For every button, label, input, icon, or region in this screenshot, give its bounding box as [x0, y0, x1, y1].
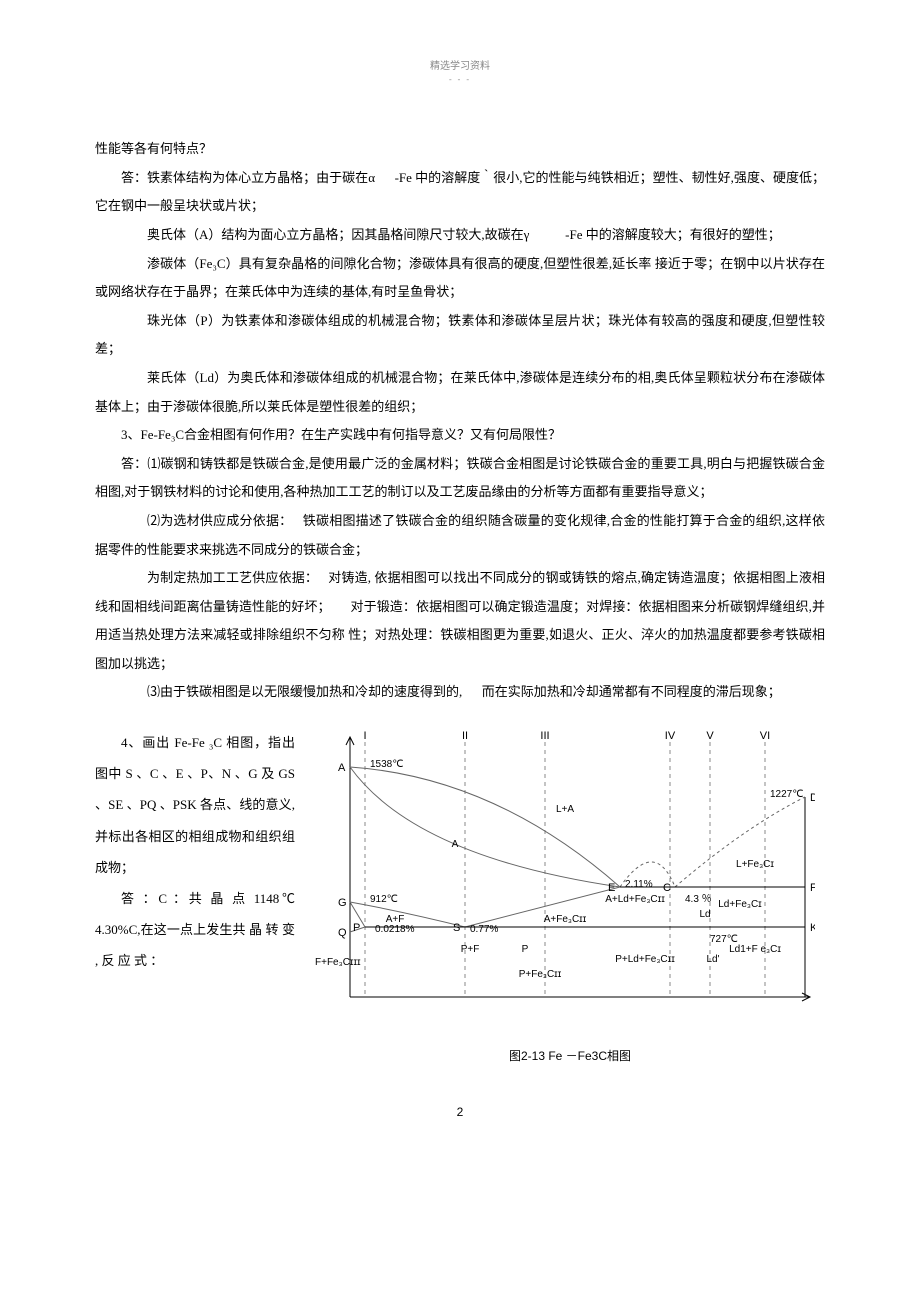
svg-text:1538℃: 1538℃	[370, 759, 403, 770]
svg-text:K: K	[810, 922, 815, 934]
svg-text:Ld+Fe₃Cɪ: Ld+Fe₃Cɪ	[718, 899, 762, 910]
page-number: 2	[95, 1099, 825, 1125]
svg-text:G: G	[338, 897, 347, 909]
svg-text:1227℃: 1227℃	[770, 789, 803, 800]
para-2: 答：铁素体结构为体心立方晶格；由于碳在α -Fe 中的溶解度｀很小,它的性能与纯…	[95, 164, 825, 221]
header-title: 精选学习资料	[95, 60, 825, 74]
svg-text:Ld1+F e₃Cɪ: Ld1+F e₃Cɪ	[729, 944, 781, 955]
header-sub: - - -	[95, 74, 825, 85]
svg-text:VI: VI	[760, 730, 770, 742]
svg-text:0.0218%: 0.0218%	[375, 924, 415, 935]
para-5: 珠光体（P）为铁素体和渗碳体组成的机械混合物；铁素体和渗碳体呈层片状；珠光体有较…	[95, 307, 825, 364]
para-4: 渗碳体（Fe₃C）具有复杂晶格的间隙化合物；渗碳体具有很高的硬度,但塑性很差,延…	[95, 250, 825, 307]
svg-text:II: II	[462, 730, 468, 742]
answer-4: 答 ：C ：共 晶 点 1148℃ 4.30%C,在这一点上发生共 晶 转 变 …	[95, 883, 295, 977]
page-header: 精选学习资料 - - -	[95, 60, 825, 85]
para-1: 性能等各有何特点？	[95, 135, 825, 164]
svg-text:IV: IV	[665, 730, 676, 742]
svg-text:E: E	[608, 882, 615, 894]
svg-text:P+F: P+F	[461, 944, 480, 955]
svg-text:P: P	[522, 944, 529, 955]
svg-text:F+Fe₃Cɪɪɪ: F+Fe₃Cɪɪɪ	[315, 957, 361, 968]
svg-text:L+A: L+A	[556, 804, 574, 815]
svg-text:A: A	[452, 839, 459, 850]
svg-text:A+Fe₃Cɪɪ: A+Fe₃Cɪɪ	[544, 914, 587, 925]
svg-text:A+Ld+Fe₃Cɪɪ: A+Ld+Fe₃Cɪɪ	[605, 894, 665, 905]
svg-text:C: C	[663, 882, 671, 894]
svg-text:F: F	[810, 882, 815, 894]
answer-3-1: 答：⑴碳钢和铸铁都是铁碳合金,是使用最广泛的金属材料；铁碳合金相图是讨论铁碳合金…	[95, 450, 825, 507]
svg-text:P+Ld+Fe₃Cɪɪ: P+Ld+Fe₃Cɪɪ	[615, 954, 675, 965]
svg-text:A+F: A+F	[386, 914, 405, 925]
svg-text:Q: Q	[338, 927, 347, 939]
svg-text:III: III	[540, 730, 549, 742]
svg-text:P+Fe₃Cɪɪ: P+Fe₃Cɪɪ	[519, 969, 562, 980]
answer-3-2: ⑵为选材供应成分依据： 铁碳相图描述了铁碳合金的组织随含碳量的变化规律,合金的性…	[95, 507, 825, 564]
question-4: 4、画出 Fe-Fe ₃C 相图，指出图中 S 、C 、E 、P、N 、G 及 …	[95, 727, 295, 883]
svg-text:2.11%: 2.11%	[625, 879, 653, 890]
answer-3-4: ⑶由于铁碳相图是以无限缓慢加热和冷却的速度得到的, 而在实际加热和冷却通常都有不…	[95, 678, 825, 707]
svg-text:A: A	[338, 762, 346, 774]
phase-diagram: IIIIIIIVVVI1538℃912℃0.0218%1227℃727℃2.11…	[315, 727, 815, 1017]
svg-text:4.3 ％: 4.3 ％	[685, 894, 712, 905]
svg-text:Ld': Ld'	[706, 954, 719, 965]
svg-text:912℃: 912℃	[370, 894, 398, 905]
svg-text:L+Fe₃Cɪ: L+Fe₃Cɪ	[736, 859, 774, 870]
svg-text:V: V	[706, 730, 714, 742]
svg-text:Ld: Ld	[699, 909, 710, 920]
answer-3-3: 为制定热加工工艺供应依据： 对铸造, 依据相图可以找出不同成分的钢或铸铁的熔点,…	[95, 564, 825, 678]
para-6: 莱氏体（Ld）为奥氏体和渗碳体组成的机械混合物；在莱氏体中,渗碳体是连续分布的相…	[95, 364, 825, 421]
svg-text:P: P	[353, 922, 360, 934]
svg-text:0.77%: 0.77%	[470, 924, 498, 935]
svg-text:I: I	[363, 730, 366, 742]
svg-text:S: S	[453, 922, 460, 934]
svg-text:D: D	[810, 792, 815, 804]
question-3: 3、Fe-Fe₃C合金相图有何作用？在生产实践中有何指导意义？又有何局限性？	[95, 421, 825, 450]
para-3: 奥氏体（A）结构为面心立方晶格；因其晶格间隙尺寸较大,故碳在γ -Fe 中的溶解…	[95, 221, 825, 250]
diagram-caption: 图2-13 Fe －Fe3C相图	[315, 1043, 825, 1069]
